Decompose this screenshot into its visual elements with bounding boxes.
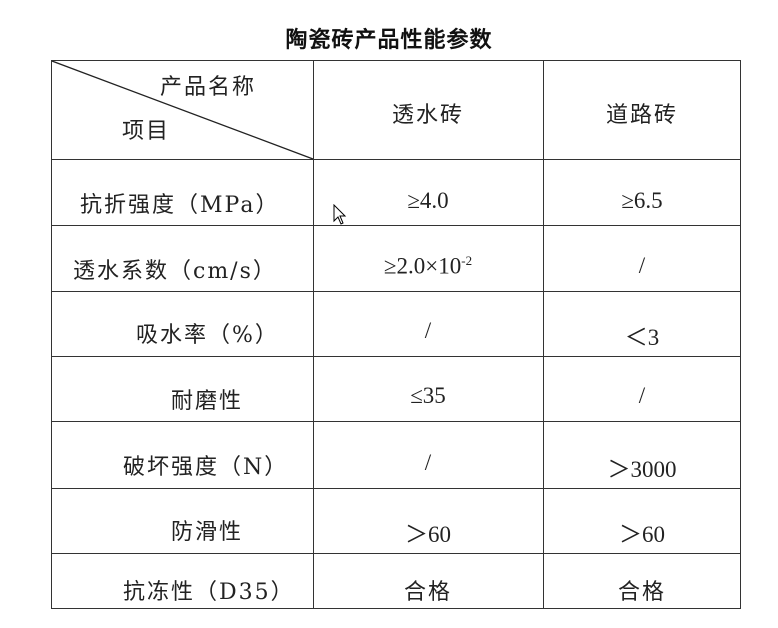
row-divider — [52, 291, 740, 292]
row-value-permeable: 合格 — [403, 580, 452, 605]
header-item: 项目 — [122, 119, 171, 144]
row-value-road: 合格 — [617, 580, 666, 605]
row-divider — [52, 225, 740, 226]
row-item: 抗折强度（MPa） — [80, 193, 280, 218]
row-value-permeable: ≥2.0×10-2 — [313, 253, 543, 280]
header-road-brick: 道路砖 — [605, 103, 678, 128]
header-product-name: 产品名称 — [160, 75, 257, 100]
row-value-road: / — [638, 383, 646, 408]
value-exponent: -2 — [461, 253, 473, 268]
document-title: 陶瓷砖产品性能参数 — [285, 28, 493, 53]
row-value-road: / — [638, 253, 646, 278]
row-item: 透水系数（cm/s） — [73, 259, 277, 284]
header-diagonal-line — [52, 61, 314, 160]
value-base: ≥2.0×10 — [383, 253, 462, 279]
row-divider — [52, 421, 740, 422]
row-value-road: ＞3000 — [607, 457, 677, 482]
row-divider — [52, 553, 740, 554]
row-value-permeable: / — [424, 318, 432, 343]
column-divider — [543, 61, 544, 608]
row-divider — [52, 356, 740, 357]
row-value-permeable: ≥4.0 — [407, 188, 449, 213]
row-item: 耐磨性 — [171, 389, 244, 414]
mouse-cursor-icon — [333, 204, 347, 225]
header-permeable-brick: 透水砖 — [391, 103, 464, 128]
column-divider — [313, 61, 314, 608]
row-item: 破坏强度（N） — [123, 455, 289, 480]
row-divider — [52, 159, 740, 160]
row-value-road: ≥6.5 — [621, 188, 663, 213]
row-value-permeable: ＞60 — [405, 522, 451, 547]
row-value-road: ＜3 — [624, 325, 660, 350]
row-item: 吸水率（%） — [136, 323, 279, 348]
row-value-road: ＞60 — [619, 522, 665, 547]
row-divider — [52, 488, 740, 489]
properties-table: 产品名称 项目 透水砖 道路砖 抗折强度（MPa） ≥4.0 ≥6.5 透水系数… — [51, 60, 741, 609]
row-value-permeable: ≤35 — [410, 383, 446, 408]
row-item: 抗冻性（D35） — [123, 580, 295, 605]
row-value-permeable: / — [424, 450, 432, 475]
row-item: 防滑性 — [171, 520, 244, 545]
